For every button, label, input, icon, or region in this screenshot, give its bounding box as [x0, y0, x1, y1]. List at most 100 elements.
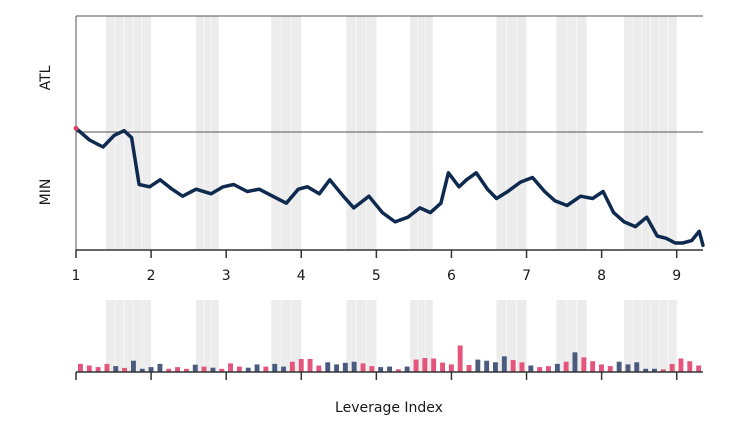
bar-47	[484, 360, 490, 372]
bar-10	[157, 363, 163, 372]
bar-48	[493, 362, 498, 372]
bar-60	[599, 364, 604, 372]
bar-24	[281, 366, 286, 372]
bar-33	[360, 363, 366, 372]
bar-71	[696, 365, 702, 372]
bar-49	[501, 356, 507, 372]
bar-4	[104, 363, 110, 372]
x-tick-label-8: 8	[597, 268, 606, 284]
x-tick-label-2: 2	[147, 268, 156, 284]
shaded-band-bottom-6	[496, 300, 527, 372]
bar-70	[687, 361, 693, 372]
bar-41	[431, 358, 437, 372]
shaded-band-top-3	[271, 16, 302, 250]
bar-52	[528, 365, 534, 372]
x-tick-label-1: 1	[72, 268, 81, 284]
shaded-band-bottom-1	[106, 300, 152, 372]
bar-11	[166, 368, 172, 372]
bar-45	[466, 365, 472, 372]
bar-18	[228, 363, 233, 372]
bar-34	[369, 366, 375, 372]
bar-57	[572, 352, 578, 372]
bar-56	[563, 361, 569, 372]
bar-55	[554, 363, 560, 372]
bar-37	[395, 369, 401, 372]
bar-63	[625, 364, 631, 372]
start-marker	[73, 125, 79, 131]
shaded-band-top-6	[496, 16, 527, 250]
x-tick-label-3: 3	[222, 268, 231, 284]
bar-61	[607, 366, 613, 372]
bar-26	[298, 359, 304, 372]
bar-51	[519, 362, 525, 372]
bar-6	[122, 367, 127, 372]
shaded-band-top-2	[196, 16, 219, 250]
bottom-bars	[78, 345, 702, 372]
bar-28	[316, 365, 322, 372]
x-tick-label-6: 6	[447, 268, 456, 284]
bar-44	[457, 345, 463, 372]
bar-32	[351, 361, 357, 372]
bar-50	[510, 360, 516, 372]
bar-64	[634, 362, 640, 372]
shaded-band-bottom-4	[346, 300, 377, 372]
bar-16	[210, 367, 216, 372]
bar-43	[448, 364, 454, 372]
bar-54	[546, 366, 551, 372]
bar-22	[263, 366, 269, 372]
bar-3	[95, 367, 101, 372]
bar-29	[325, 362, 331, 372]
bar-20	[245, 367, 251, 372]
bar-38	[404, 366, 410, 372]
bar-35	[378, 367, 384, 372]
bar-62	[616, 361, 622, 372]
x-tick-label-9: 9	[672, 268, 681, 284]
bar-59	[590, 361, 596, 372]
x-axis-title: Leverage Index	[335, 400, 443, 416]
bar-66	[652, 368, 657, 372]
bar-13	[184, 368, 189, 372]
shaded-band-top-5	[410, 16, 433, 250]
shaded-bands-top	[106, 16, 677, 250]
x-tick-label-5: 5	[372, 268, 381, 284]
bar-58	[581, 357, 587, 372]
bar-27	[307, 359, 313, 372]
bar-69	[678, 358, 684, 372]
bar-42	[440, 362, 445, 372]
bar-15	[201, 366, 207, 372]
x-tick-label-7: 7	[522, 268, 531, 284]
bar-53	[537, 367, 543, 372]
bar-39	[413, 359, 419, 372]
bar-2	[86, 365, 92, 372]
bar-68	[669, 363, 675, 372]
bar-8	[139, 368, 145, 372]
bar-12	[175, 367, 180, 372]
bottom-ticks	[75, 372, 678, 380]
band-label-min: MIN	[38, 179, 54, 206]
bar-46	[475, 359, 481, 372]
shaded-band-bottom-3	[271, 300, 302, 372]
bar-23	[272, 363, 278, 372]
x-tick-label-4: 4	[297, 268, 306, 284]
bar-40	[422, 358, 428, 372]
shaded-band-bottom-2	[196, 300, 219, 372]
bar-19	[236, 366, 242, 372]
x-ticks: 1 2 3 4 5 6 7 8 9	[72, 250, 681, 284]
bar-7	[131, 360, 136, 372]
bar-30	[334, 364, 339, 372]
bar-17	[219, 368, 225, 372]
bar-1	[78, 363, 83, 372]
band-label-atl: ATL	[38, 65, 54, 90]
series-line	[74, 126, 705, 248]
bar-65	[643, 368, 649, 372]
bar-9	[148, 367, 154, 372]
bar-14	[192, 364, 198, 372]
bar-67	[660, 369, 666, 372]
shaded-band-top-4	[346, 16, 377, 250]
bar-21	[254, 364, 260, 372]
bar-36	[387, 366, 392, 372]
shaded-band-bottom-5	[410, 300, 433, 372]
bar-31	[342, 362, 348, 372]
bar-5	[113, 366, 119, 372]
